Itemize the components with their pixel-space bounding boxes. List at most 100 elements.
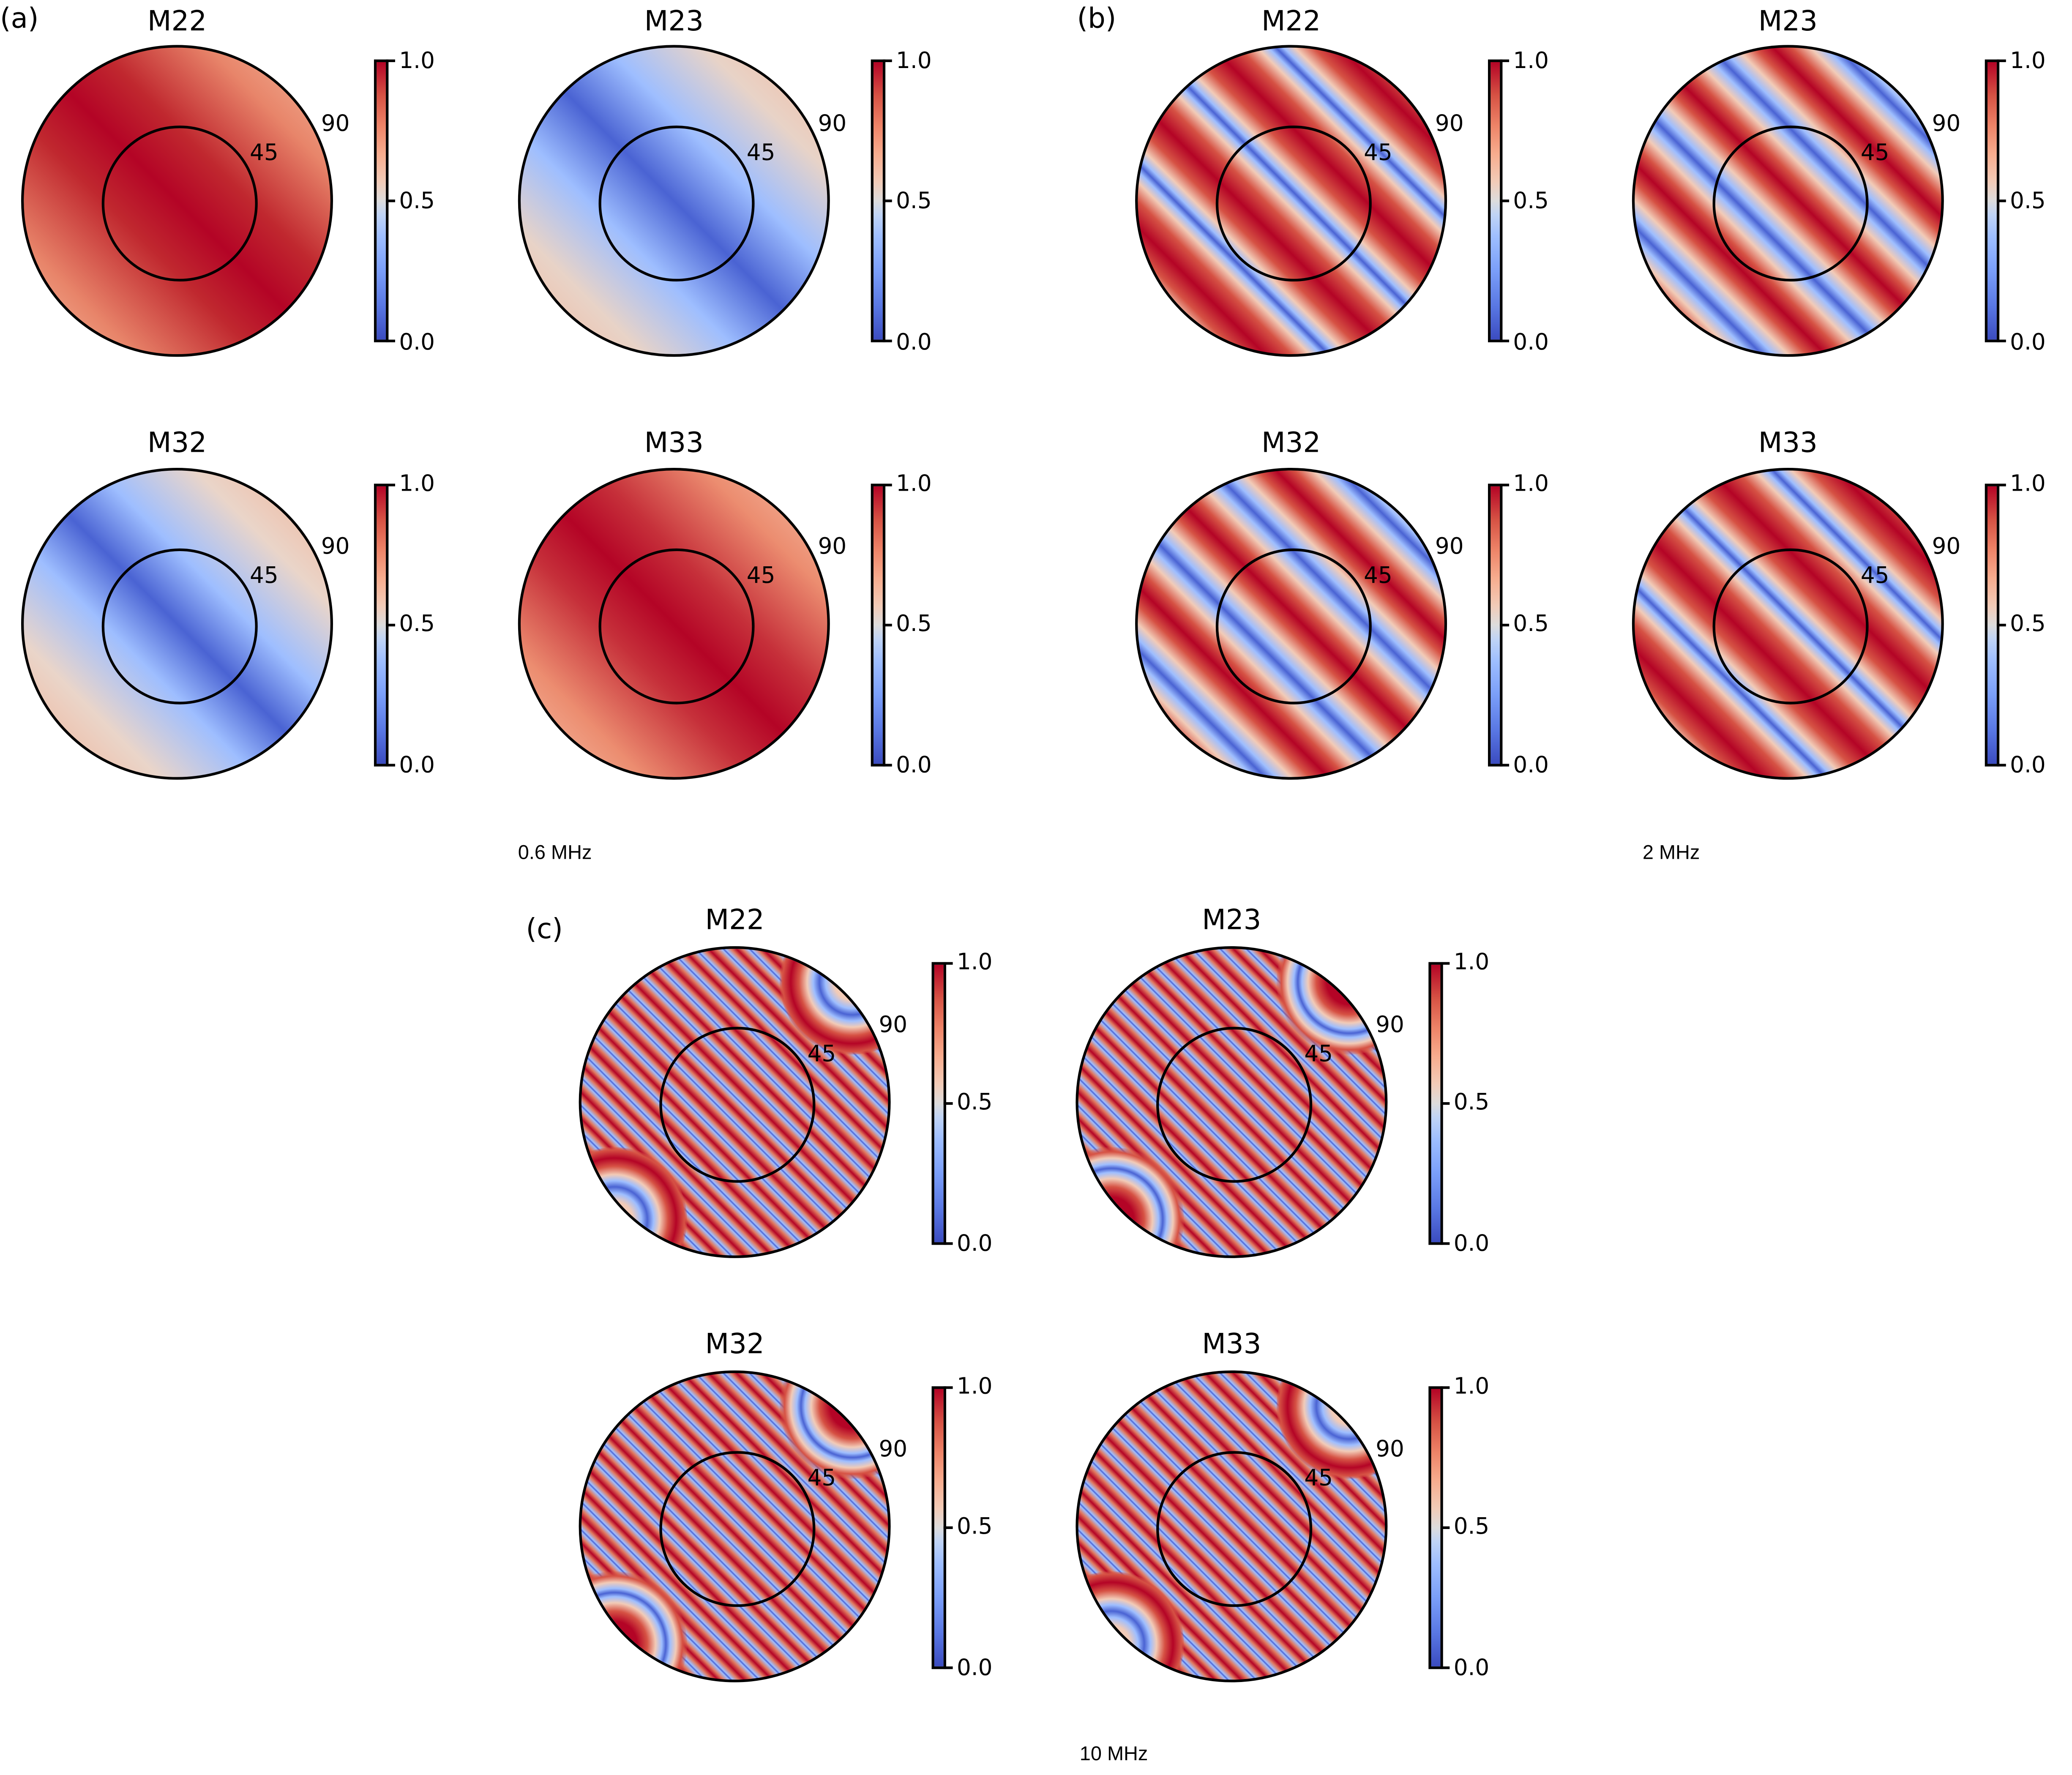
inner-ring-45: [101, 548, 258, 705]
colorbar-tick: [1996, 59, 2006, 62]
colorbar-tick-label: 0.0: [1453, 1231, 1490, 1258]
colorbar-tick-label: 0.0: [1513, 752, 1549, 779]
polar-map-a-m32: [21, 467, 333, 780]
polar-map-b-m32: [1135, 467, 1447, 780]
polar-map-b-m22: [1135, 45, 1447, 357]
colorbar-tick-label: 0.0: [399, 330, 435, 356]
colorbar-tick-label: 1.0: [956, 949, 993, 976]
colorbar-tick: [1996, 199, 2006, 202]
polar-map-c-m23: [1076, 946, 1388, 1258]
colorbar-tick-label: 1.0: [2010, 471, 2046, 498]
ring-label-45: 45: [807, 1465, 836, 1492]
subplot-title: M32: [1261, 427, 1321, 459]
colorbar-tick: [1500, 339, 1510, 342]
subplot-title: M23: [1202, 904, 1261, 936]
ring-label-45: 45: [1304, 1041, 1333, 1068]
colorbar-tick-label: 0.5: [399, 188, 435, 215]
subplot-title: M32: [705, 1328, 764, 1360]
polar-map-b-m33: [1632, 467, 1944, 780]
colorbar-tick: [882, 339, 892, 342]
colorbar-tick-label: 0.0: [956, 1655, 993, 1682]
ring-label-90: 90: [818, 534, 847, 560]
colorbar-tick-label: 1.0: [956, 1374, 993, 1401]
fringe-arc: [779, 1373, 888, 1479]
inner-ring-45: [659, 1027, 816, 1183]
colorbar-tick-label: 0.0: [399, 752, 435, 779]
colorbar-tick-label: 0.5: [896, 188, 932, 215]
colorbar-tick-label: 0.0: [896, 752, 932, 779]
colorbar-tick: [1500, 764, 1510, 767]
polar-map-a-m33: [518, 467, 830, 780]
polar-map-c-m32: [579, 1370, 891, 1682]
colorbar-tick-label: 1.0: [1453, 949, 1490, 976]
colorbar-tick-label: 0.0: [896, 330, 932, 356]
fringe-arc: [1276, 1373, 1385, 1479]
colorbar-tick-label: 0.5: [1453, 1513, 1490, 1540]
colorbar-tick-label: 0.0: [1453, 1655, 1490, 1682]
ring-label-90: 90: [1932, 534, 1961, 560]
colorbar-tick-label: 0.0: [2010, 330, 2046, 356]
colorbar-tick-label: 0.5: [2010, 188, 2046, 215]
colorbar-tick: [943, 1526, 953, 1529]
colorbar-tick-label: 0.5: [399, 611, 435, 638]
colorbar-tick-label: 0.0: [1513, 330, 1549, 356]
ring-label-45: 45: [746, 140, 775, 167]
colorbar-tick-label: 1.0: [399, 48, 435, 75]
ring-label-45: 45: [1364, 140, 1392, 167]
colorbar-tick: [882, 483, 892, 486]
colorbar-tick: [1996, 483, 2006, 486]
subplot-title: M33: [1758, 427, 1818, 459]
colorbar-tick-label: 1.0: [896, 471, 932, 498]
colorbar-tick: [1500, 199, 1510, 202]
ring-label-45: 45: [1304, 1465, 1333, 1492]
colorbar-tick: [882, 623, 892, 627]
inner-ring-45: [1156, 1027, 1313, 1183]
polar-map-a-m22: [21, 45, 333, 357]
subplot-title: M33: [644, 427, 704, 459]
inner-ring-45: [1215, 548, 1372, 705]
subplot-title: M23: [1758, 5, 1818, 37]
subplot-title: M22: [1261, 5, 1321, 37]
ring-label-45: 45: [1860, 563, 1889, 590]
colorbar-tick: [1500, 59, 1510, 62]
colorbar-tick: [1996, 339, 2006, 342]
ring-label-90: 90: [879, 1012, 908, 1039]
colorbar-tick: [1500, 623, 1510, 627]
ring-label-45: 45: [807, 1041, 836, 1068]
ring-label-90: 90: [818, 111, 847, 138]
colorbar-tick-label: 1.0: [1513, 471, 1549, 498]
fringe-arc: [779, 949, 888, 1055]
colorbar-tick: [1500, 483, 1510, 486]
colorbar-tick-label: 0.5: [1513, 611, 1549, 638]
colorbar-tick-label: 1.0: [2010, 48, 2046, 75]
colorbar-tick-label: 0.5: [956, 1090, 993, 1116]
colorbar-tick: [386, 339, 395, 342]
subplot-title: M23: [644, 5, 704, 37]
colorbar-tick: [386, 764, 395, 767]
colorbar-tick-label: 1.0: [399, 471, 435, 498]
polar-map-b-m23: [1632, 45, 1944, 357]
colorbar-tick-label: 0.5: [1453, 1090, 1490, 1116]
colorbar-tick: [943, 1242, 953, 1245]
polar-map-c-m33: [1076, 1370, 1388, 1682]
ring-label-45: 45: [1364, 563, 1392, 590]
ring-label-90: 90: [1376, 1436, 1404, 1463]
colorbar-tick: [943, 1102, 953, 1105]
colorbar-tick: [882, 199, 892, 202]
colorbar-tick-label: 0.0: [956, 1231, 993, 1258]
colorbar-tick-label: 0.5: [956, 1513, 993, 1540]
inner-ring-45: [659, 1451, 816, 1607]
polar-map-a-m23: [518, 45, 830, 357]
colorbar-tick: [882, 59, 892, 62]
colorbar-tick: [1440, 1242, 1450, 1245]
subplot-title: M22: [705, 904, 764, 936]
colorbar-tick: [1440, 1666, 1450, 1669]
colorbar-tick-label: 0.0: [2010, 752, 2046, 779]
ring-label-90: 90: [1435, 534, 1464, 560]
fringe-arc: [1078, 1571, 1184, 1680]
ring-label-90: 90: [1376, 1012, 1404, 1039]
inner-ring-45: [598, 548, 755, 705]
fringe-arc: [581, 1147, 688, 1256]
inner-ring-45: [598, 126, 755, 282]
inner-ring-45: [101, 126, 258, 282]
